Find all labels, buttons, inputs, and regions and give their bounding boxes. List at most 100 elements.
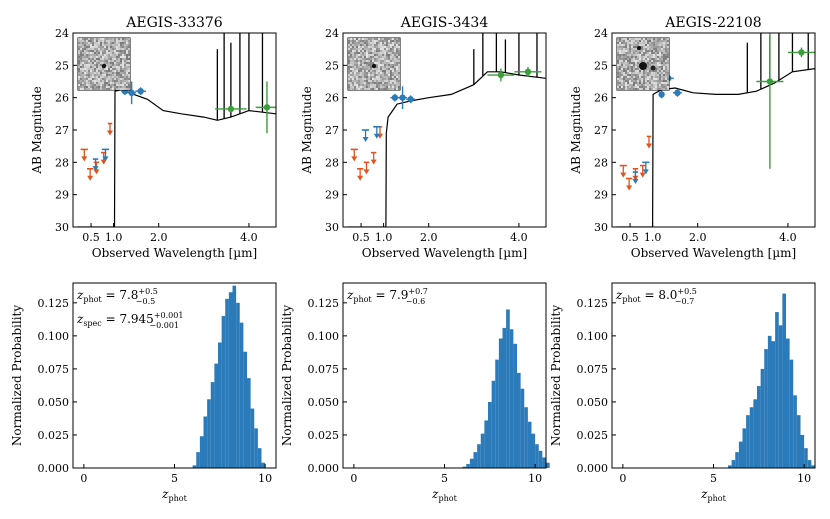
cutout-pixel <box>663 48 665 50</box>
histogram-bar <box>775 312 779 468</box>
cutout-pixel <box>348 56 350 58</box>
x-tick-label: 2.0 <box>689 231 707 244</box>
cutout-pixel <box>621 62 623 64</box>
cutout-pixel <box>96 78 98 80</box>
cutout-pixel <box>106 48 108 50</box>
cutout-pixel <box>90 70 92 72</box>
cutout-pixel <box>360 76 362 78</box>
cutout-pixel <box>617 68 619 70</box>
cutout-pixel <box>110 48 112 50</box>
cutout-pixel <box>643 48 645 50</box>
cutout-pixel <box>637 54 639 56</box>
histogram-bar <box>228 292 233 468</box>
cutout-pixel <box>386 82 388 84</box>
cutout-pixel <box>92 74 94 76</box>
cutout-pixel <box>659 38 661 40</box>
cutout-pixel <box>128 48 130 50</box>
cutout-pixel <box>82 84 84 86</box>
cutout-pixel <box>90 56 92 58</box>
cutout-pixel <box>356 74 358 76</box>
cutout-pixel <box>617 72 619 74</box>
upper-limit-nir-arrowhead <box>373 133 380 139</box>
cutout-pixel <box>354 76 356 78</box>
cutout-pixel <box>657 80 659 82</box>
cutout-pixel <box>98 72 100 74</box>
cutout-pixel <box>102 38 104 40</box>
cutout-pixel <box>378 38 380 40</box>
histogram-bar <box>257 448 262 468</box>
cutout-pixel <box>128 80 130 82</box>
cutout-pixel <box>380 66 382 68</box>
cutout-pixel <box>390 40 392 42</box>
cutout-pixel <box>627 66 629 68</box>
cutout-pixel <box>378 78 380 80</box>
redshift-annotation: zphot = 8.0+0.5 −0.7 <box>615 287 697 306</box>
cutout-pixel <box>627 74 629 76</box>
cutout-pixel <box>88 88 90 90</box>
cutout-pixel <box>358 50 360 52</box>
cutout-pixel <box>384 72 386 74</box>
cutout-pixel <box>120 78 122 80</box>
cutout-pixel <box>390 86 392 88</box>
cutout-pixel <box>651 84 653 86</box>
cutout-pixel <box>100 74 102 76</box>
cutout-pixel <box>124 66 126 68</box>
cutout-pixel <box>350 42 352 44</box>
cutout-pixel <box>106 78 108 80</box>
cutout-pixel <box>374 82 376 84</box>
detection-nircam-short-marker <box>674 89 681 97</box>
cutout-pixel <box>122 84 124 86</box>
histogram-bar <box>764 349 768 468</box>
cutout-pixel <box>78 54 80 56</box>
upper-limit-nir-arrowhead <box>102 156 109 162</box>
cutout-pixel <box>398 68 400 70</box>
cutout-pixel <box>619 54 621 56</box>
cutout-pixel <box>380 86 382 88</box>
cutout-pixel <box>112 74 114 76</box>
cutout-pixel <box>396 48 398 50</box>
cutout-pixel <box>667 78 669 80</box>
cutout-pixel <box>649 70 651 72</box>
cutout-pixel <box>667 86 669 88</box>
cutout-pixel <box>396 86 398 88</box>
cutout-pixel <box>122 68 124 70</box>
cutout-pixel <box>378 74 380 76</box>
cutout-pixel <box>382 80 384 82</box>
cutout-pixel <box>366 38 368 40</box>
x-tick-label: 0.5 <box>621 231 639 244</box>
cutout-pixel <box>78 88 80 90</box>
cutout-pixel <box>643 60 645 62</box>
cutout-pixel <box>354 70 356 72</box>
cutout-pixel <box>82 74 84 76</box>
cutout-pixel <box>106 56 108 58</box>
cutout-pixel <box>120 56 122 58</box>
cutout-pixel <box>627 52 629 54</box>
cutout-pixel <box>665 84 667 86</box>
cutout-pixel <box>392 68 394 70</box>
cutout-pixel <box>94 38 96 40</box>
cutout-pixel <box>354 82 356 84</box>
cutout-pixel <box>623 40 625 42</box>
cutout-pixel <box>360 62 362 64</box>
cutout-pixel <box>370 82 372 84</box>
cutout-pixel <box>88 78 90 80</box>
cutout-pixel <box>390 50 392 52</box>
cutout-pixel <box>665 78 667 80</box>
y-tick-label: 0.100 <box>577 330 609 343</box>
cutout-pixel <box>659 66 661 68</box>
cutout-pixel <box>651 46 653 48</box>
cutout-pixel <box>364 70 366 72</box>
cutout-pixel <box>82 56 84 58</box>
cutout-pixel <box>126 56 128 58</box>
cutout-pixel <box>84 54 86 56</box>
cutout-pixel <box>80 56 82 58</box>
cutout-pixel <box>88 80 90 82</box>
cutout-pixel <box>84 58 86 60</box>
cutout-pixel <box>110 38 112 40</box>
cutout-pixel <box>392 50 394 52</box>
cutout-pixel <box>112 48 114 50</box>
cutout-pixel <box>388 80 390 82</box>
